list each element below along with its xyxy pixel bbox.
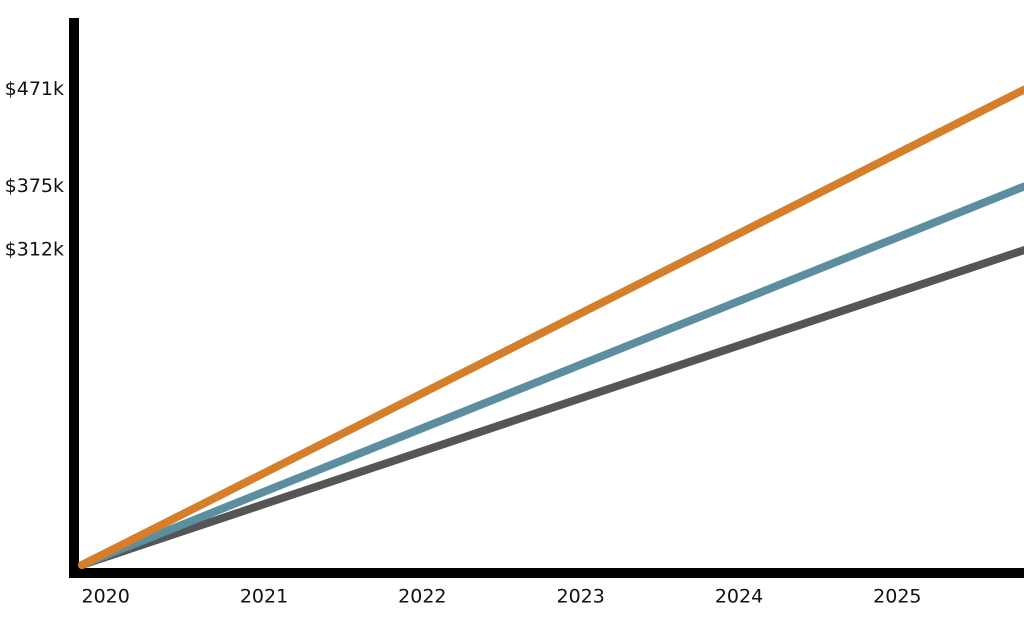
y-tick-label: $375k: [5, 175, 64, 197]
line-series: [77, 182, 1024, 569]
y-tick-label: $471k: [5, 78, 64, 100]
y-tick-label: $312k: [5, 239, 64, 261]
x-tick-label: 2020: [81, 586, 129, 608]
x-tick-label: 2024: [715, 586, 763, 608]
x-tick-label: 2023: [556, 586, 604, 608]
line-series: [77, 246, 1024, 569]
line-series: [77, 85, 1024, 569]
x-tick-label: 2022: [398, 586, 446, 608]
x-tick-label: 2021: [240, 586, 288, 608]
x-tick-label: 2025: [873, 586, 921, 608]
